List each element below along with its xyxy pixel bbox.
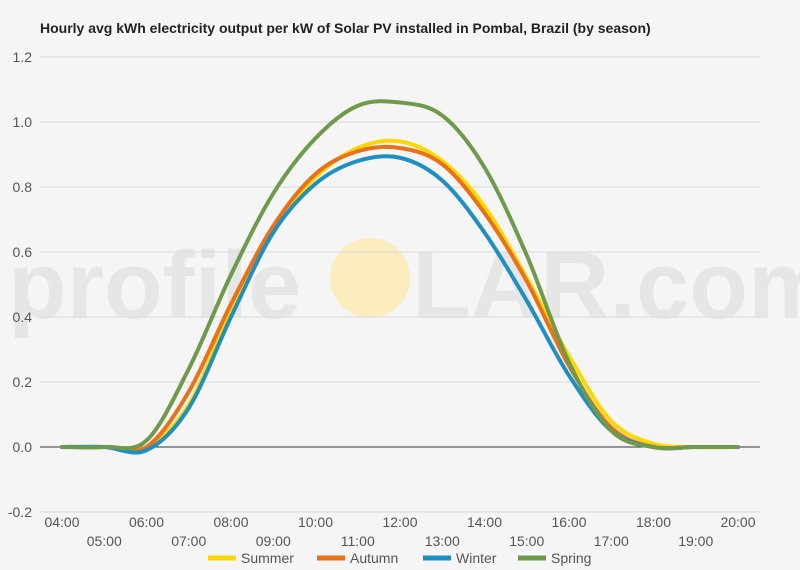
- x-tick-label: 10:00: [298, 514, 333, 530]
- legend-label-summer: Summer: [241, 550, 294, 566]
- x-tick-label: 08:00: [213, 514, 248, 530]
- legend-label-winter: Winter: [456, 550, 497, 566]
- y-axis: -0.2 0.0 0.2 0.4 0.6 0.8 1.0 1.2: [8, 49, 32, 520]
- legend-label-spring: Spring: [551, 550, 591, 566]
- x-tick-label: 15:00: [509, 533, 544, 549]
- series-line-autumn: [60, 144, 740, 454]
- x-axis: 04:00 05:00 06:00 07:00 08:00 09:00 10:00 11:00…: [44, 514, 755, 549]
- x-tick-label: 06:00: [129, 514, 164, 530]
- x-tick-label: 07:00: [171, 533, 206, 549]
- x-tick-label: 19:00: [678, 533, 713, 549]
- y-tick-label: 1.2: [13, 49, 33, 65]
- x-tick-label: 11:00: [341, 533, 375, 549]
- series-lines: [60, 99, 740, 455]
- watermark-text-left: profile: [8, 232, 301, 339]
- x-tick-label: 14:00: [467, 514, 502, 530]
- x-tick-label: 20:00: [720, 514, 755, 530]
- legend-label-autumn: Autumn: [350, 550, 398, 566]
- x-tick-label: 04:00: [44, 514, 79, 530]
- y-tick-label: 0.4: [13, 309, 33, 325]
- x-tick-label: 13:00: [425, 533, 460, 549]
- x-tick-label: 18:00: [636, 514, 671, 530]
- y-tick-label: 0.6: [13, 244, 33, 260]
- watermark-sun-icon: [330, 238, 410, 318]
- x-tick-label: 09:00: [256, 533, 291, 549]
- y-tick-label: 1.0: [13, 114, 33, 130]
- y-tick-label: 0.0: [13, 439, 33, 455]
- series-line-spring: [60, 99, 740, 451]
- y-tick-label: 0.2: [13, 374, 33, 390]
- legend: Summer Autumn Winter Spring: [208, 550, 591, 566]
- grid: [40, 56, 760, 513]
- watermark-text-right: LAR.com: [412, 232, 800, 339]
- y-tick-label: 0.8: [13, 179, 33, 195]
- x-tick-label: 17:00: [594, 533, 629, 549]
- y-tick-label: -0.2: [8, 504, 32, 520]
- x-tick-label: 12:00: [382, 514, 417, 530]
- x-tick-label: 05:00: [87, 533, 122, 549]
- x-tick-label: 16:00: [551, 514, 586, 530]
- chart-title: Hourly avg kWh electricity output per kW…: [40, 20, 651, 36]
